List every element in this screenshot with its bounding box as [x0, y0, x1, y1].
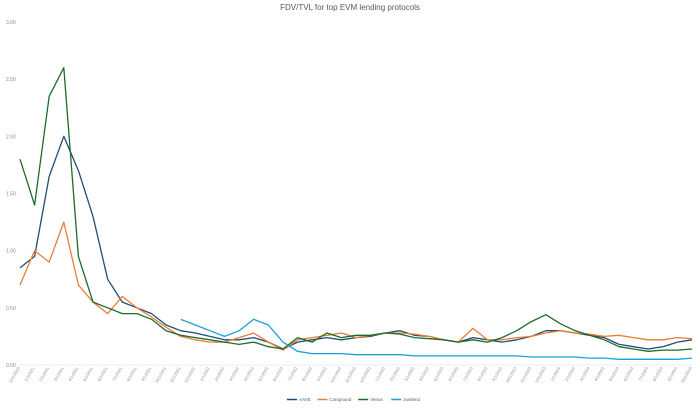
- x-tick-label: 10/1/2022: [329, 365, 343, 384]
- series-line-compound: [19, 221, 693, 351]
- x-tick-label: 1/1/2021: [23, 365, 36, 382]
- x-axis: 12/1/2020 1/1/2021 2/1/2021 3/1/2021 4/1/202…: [8, 364, 694, 384]
- x-tick-label: 4/1/2024: [593, 365, 606, 382]
- x-tick-label: 7/1/2023: [462, 365, 475, 382]
- legend-label: Justlend: [403, 397, 420, 402]
- x-tick-label: 11/1/2021: [168, 365, 181, 383]
- x-tick-label: 5/1/2021: [82, 365, 95, 382]
- x-tick-label: 9/1/2022: [316, 365, 329, 382]
- x-tick-label: 6/1/2021: [96, 365, 109, 382]
- y-tick-label: 3.00: [6, 20, 16, 26]
- x-tick-label: 6/1/2023: [447, 365, 460, 382]
- x-tick-label: 11/1/2022: [344, 365, 357, 383]
- x-tick-label: 8/1/2024: [652, 365, 665, 382]
- x-tick-label: 2/1/2021: [38, 365, 51, 382]
- x-tick-label: 5/1/2022: [257, 365, 270, 382]
- x-tick-label: 4/1/2022: [242, 365, 255, 382]
- x-tick-label: 2/1/2024: [564, 365, 577, 382]
- x-tick-label: 7/1/2021: [111, 365, 124, 382]
- y-tick-label: 0.00: [6, 363, 16, 369]
- series-line-justlend: [180, 318, 693, 360]
- x-tick-label: 8/1/2023: [476, 365, 489, 382]
- x-tick-label: 8/1/2021: [126, 365, 139, 382]
- x-tick-label: 11/1/2023: [519, 365, 532, 383]
- x-tick-label: 3/1/2023: [403, 365, 416, 382]
- x-tick-label: 4/1/2023: [418, 365, 431, 382]
- x-tick-label: 2/1/2023: [389, 365, 402, 382]
- y-axis: 0.00 0.50 1.00 1.50 2.00 2.50 3.00: [6, 20, 16, 369]
- x-tick-label: 12/1/2022: [358, 365, 372, 384]
- x-tick-label: 10/1/2021: [154, 365, 168, 384]
- legend: AAVE Compound Venus Justlend: [287, 397, 420, 402]
- x-tick-label: 9/1/2021: [140, 365, 153, 382]
- x-tick-label: 3/1/2022: [228, 365, 241, 382]
- x-tick-label: 1/1/2023: [374, 365, 387, 382]
- legend-label: AAVE: [299, 397, 311, 402]
- x-tick-label: 9/1/2023: [491, 365, 504, 382]
- x-tick-label: 2/1/2022: [213, 365, 226, 382]
- x-tick-label: 5/1/2023: [432, 365, 445, 382]
- x-tick-label: 1/1/2022: [199, 365, 212, 382]
- x-tick-label: 7/1/2024: [637, 365, 650, 382]
- x-tick-label: 10/1/2024: [680, 365, 694, 384]
- y-tick-label: 2.00: [6, 134, 16, 140]
- x-tick-label: 12/1/2023: [534, 365, 548, 384]
- x-tick-label: 6/1/2022: [272, 365, 285, 382]
- x-tick-label: 1/1/2024: [549, 365, 562, 382]
- x-tick-label: 5/1/2024: [608, 365, 621, 382]
- series-layer: [19, 67, 693, 360]
- y-tick-label: 1.50: [6, 192, 16, 198]
- y-tick-label: 0.50: [6, 306, 16, 312]
- y-tick-label: 1.00: [6, 249, 16, 255]
- x-tick-label: 9/1/2024: [666, 365, 679, 382]
- y-tick-label: 2.50: [6, 77, 16, 83]
- x-tick-label: 6/1/2024: [622, 365, 635, 382]
- legend-label: Compound: [329, 397, 352, 402]
- x-tick-label: 8/1/2022: [301, 365, 314, 382]
- x-tick-label: 10/1/2023: [504, 365, 518, 384]
- series-line-venus: [19, 67, 693, 352]
- x-tick-label: 3/1/2021: [53, 365, 66, 382]
- x-tick-label: 4/1/2021: [67, 365, 80, 382]
- legend-label: Venus: [370, 397, 383, 402]
- chart-title: FDV/TVL for top EVM lending protocols: [280, 3, 420, 12]
- x-tick-label: 12/1/2021: [183, 365, 197, 384]
- x-tick-label: 7/1/2022: [286, 365, 299, 382]
- x-tick-label: 3/1/2024: [578, 365, 591, 382]
- series-line-aave: [19, 135, 693, 350]
